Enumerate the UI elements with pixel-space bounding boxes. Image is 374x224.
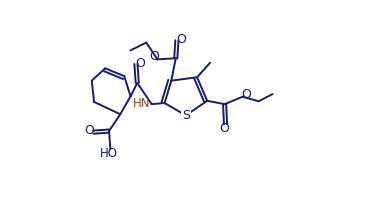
Text: S: S — [182, 109, 190, 122]
Text: O: O — [149, 50, 159, 62]
Text: O: O — [176, 33, 186, 46]
Text: O: O — [84, 124, 94, 137]
Text: O: O — [242, 88, 252, 101]
Text: HN: HN — [133, 97, 150, 110]
Text: O: O — [135, 57, 145, 70]
Text: O: O — [220, 122, 229, 135]
Text: HO: HO — [100, 147, 118, 160]
